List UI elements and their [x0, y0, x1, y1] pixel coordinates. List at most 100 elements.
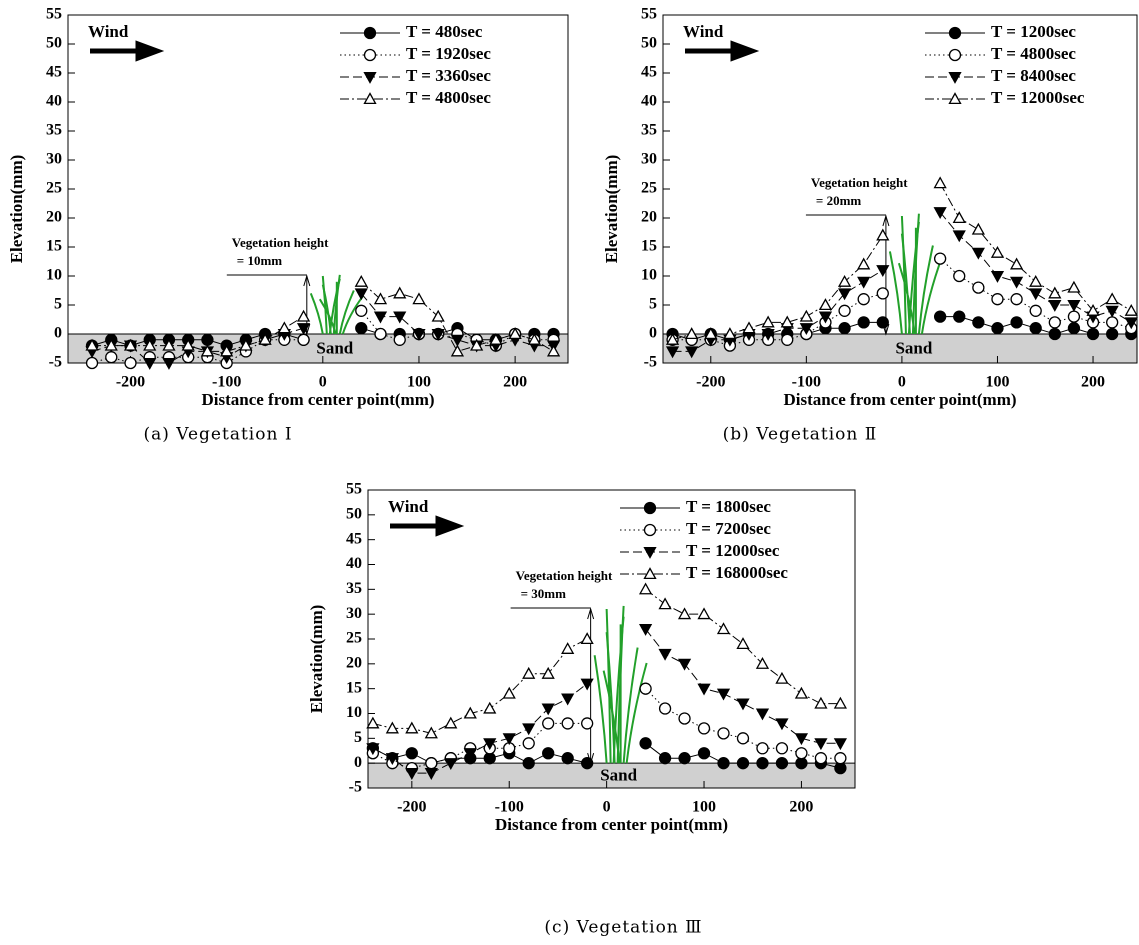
y-tick-label: 45 [46, 64, 62, 81]
data-point [1029, 304, 1042, 317]
legend-marker [363, 92, 377, 105]
vegetation-blade [321, 275, 328, 335]
data-point [200, 344, 215, 357]
y-tick-label: 15 [641, 238, 657, 255]
data-point [527, 332, 541, 345]
y-tick-label: 25 [46, 180, 62, 197]
vegetation-label: = 30mm [521, 586, 566, 601]
y-tick-label: 30 [641, 151, 657, 168]
data-point [716, 688, 731, 701]
series-line [672, 269, 884, 352]
data-point [85, 338, 99, 351]
data-point [463, 748, 477, 761]
data-point [775, 757, 789, 770]
data-point [723, 327, 737, 340]
vegetation-label: = 20mm [816, 193, 861, 208]
vegetation-blade [612, 616, 625, 764]
data-point [105, 351, 118, 364]
data-point [444, 758, 458, 771]
y-tick-label: 25 [346, 630, 362, 647]
data-point [385, 753, 399, 766]
x-axis-label: Distance from center point(mm) [783, 390, 1016, 409]
legend-marker [948, 92, 962, 105]
data-point [1048, 299, 1062, 312]
x-tick-label: 100 [985, 374, 1009, 391]
data-point [143, 357, 157, 370]
vegetation-label: Vegetation height [811, 175, 908, 190]
data-point [971, 222, 985, 235]
data-point [1067, 299, 1081, 312]
vegetation-blade [338, 290, 355, 335]
data-point [697, 683, 711, 696]
data-point [522, 737, 535, 750]
data-point [953, 310, 966, 323]
data-point [1086, 327, 1100, 341]
data-point [561, 752, 574, 765]
data-point [489, 332, 503, 345]
y-tick-label: 0 [354, 754, 362, 771]
x-axis-label: Distance from center point(mm) [495, 815, 728, 834]
x-tick-label: -200 [397, 799, 426, 816]
y-tick-label: 50 [46, 35, 62, 52]
data-point [542, 717, 555, 730]
data-point [658, 752, 672, 765]
data-point [678, 752, 691, 765]
legend-marker [643, 523, 657, 537]
y-tick-label: -5 [644, 354, 657, 371]
x-tick-label: 200 [503, 374, 527, 391]
data-point [431, 309, 445, 322]
sand-label: Sand [895, 338, 932, 357]
x-tick-label: -200 [696, 374, 725, 391]
data-point [296, 323, 311, 336]
data-point [561, 642, 575, 654]
vegetation-label: Vegetation height [516, 568, 613, 583]
y-tick-label: 30 [46, 151, 62, 168]
data-point [355, 322, 368, 335]
x-tick-label: 0 [319, 374, 327, 391]
data-point [991, 293, 1004, 306]
data-point [546, 344, 561, 357]
data-point [665, 346, 680, 359]
series-line [360, 293, 554, 347]
wind-arrow [390, 515, 465, 537]
data-point [561, 717, 574, 730]
data-point [405, 747, 418, 760]
data-point [405, 768, 419, 780]
y-tick-label: 20 [641, 209, 657, 226]
data-point [658, 648, 672, 661]
y-tick-label: 10 [346, 704, 362, 721]
chart-panel: -5 0 5 10 15 20 25 30 35 40 45 50 55 -200 -100 0 100 200 D… [307, 481, 856, 938]
data-point [876, 316, 889, 329]
data-point [781, 333, 794, 346]
data-point [1048, 327, 1061, 341]
data-point [685, 327, 699, 340]
data-point [542, 747, 555, 760]
data-point [857, 276, 871, 289]
data-point [354, 288, 368, 301]
y-tick-label: 55 [641, 6, 657, 23]
data-point [952, 211, 966, 224]
data-point [991, 322, 1004, 335]
legend-marker [363, 48, 377, 62]
y-tick-label: 50 [641, 35, 657, 52]
data-point [761, 328, 775, 341]
data-point [123, 338, 138, 351]
data-point [181, 338, 195, 351]
x-tick-label: 100 [692, 799, 716, 816]
data-point [761, 315, 775, 328]
y-tick-label: 55 [46, 6, 62, 23]
y-tick-label: 15 [46, 238, 62, 255]
y-tick-label: 5 [354, 729, 362, 746]
y-tick-label: 10 [46, 267, 62, 284]
vegetation-blade [907, 221, 920, 335]
data-point [201, 333, 214, 346]
y-tick-label: 5 [649, 296, 657, 313]
legend-marker [948, 71, 962, 84]
data-point [857, 257, 871, 270]
data-point [1010, 293, 1023, 306]
legend-label: T = 3360sec [406, 66, 491, 85]
data-point [837, 288, 852, 301]
data-point [393, 311, 407, 324]
vegetation-blade [888, 251, 903, 335]
data-point [933, 310, 947, 323]
